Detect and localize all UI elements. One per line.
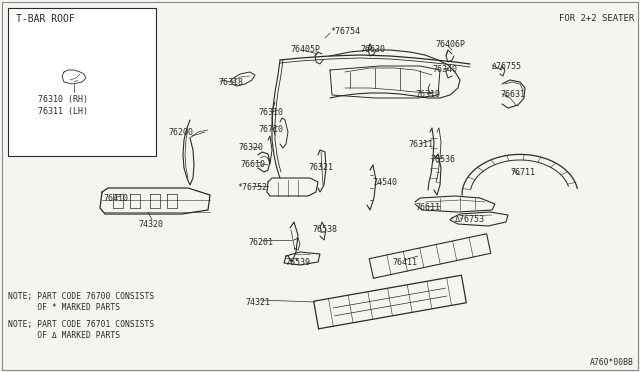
Text: FOR 2+2 SEATER: FOR 2+2 SEATER: [559, 14, 634, 23]
Text: 76539: 76539: [285, 258, 310, 267]
Text: 76630: 76630: [360, 45, 385, 54]
Text: *76754: *76754: [330, 27, 360, 36]
Text: 76311: 76311: [408, 140, 433, 149]
Text: *76752: *76752: [237, 183, 267, 192]
Text: 76405P: 76405P: [290, 45, 320, 54]
Text: T-BAR ROOF: T-BAR ROOF: [16, 14, 75, 24]
Text: 76319: 76319: [415, 90, 440, 99]
Text: 74320: 74320: [138, 220, 163, 229]
Text: 76711: 76711: [510, 168, 535, 177]
Text: 76611: 76611: [415, 203, 440, 212]
Text: 76321: 76321: [308, 163, 333, 172]
Text: 76536: 76536: [430, 155, 455, 164]
Text: NOTE; PART CODE 76701 CONSISTS: NOTE; PART CODE 76701 CONSISTS: [8, 320, 154, 329]
Text: 76340: 76340: [432, 65, 457, 74]
Text: 76538: 76538: [312, 225, 337, 234]
Text: 76411: 76411: [392, 258, 417, 267]
Text: 76201: 76201: [248, 238, 273, 247]
Text: Δ76755: Δ76755: [492, 62, 522, 71]
Text: 74321: 74321: [245, 298, 270, 307]
Text: 74540: 74540: [372, 178, 397, 187]
Text: 76631: 76631: [500, 90, 525, 99]
Text: OF * MARKED PARTS: OF * MARKED PARTS: [8, 303, 120, 312]
Text: NOTE; PART CODE 76700 CONSISTS: NOTE; PART CODE 76700 CONSISTS: [8, 292, 154, 301]
Text: Δ76753: Δ76753: [455, 215, 485, 224]
Text: 76406P: 76406P: [435, 40, 465, 49]
Bar: [8, 8, 156, 156]
Text: 76318: 76318: [218, 78, 243, 87]
Text: A760*00BB: A760*00BB: [590, 358, 634, 367]
Text: 76320: 76320: [238, 143, 263, 152]
Text: 76310 (RH): 76310 (RH): [38, 95, 88, 104]
Text: 76311 (LH): 76311 (LH): [38, 107, 88, 116]
Text: 76410: 76410: [103, 194, 128, 203]
Text: 76710: 76710: [258, 125, 283, 134]
Text: OF Δ MARKED PARTS: OF Δ MARKED PARTS: [8, 331, 120, 340]
Text: 76200: 76200: [168, 128, 193, 137]
Text: 76310: 76310: [258, 108, 283, 117]
Text: 76610: 76610: [240, 160, 265, 169]
